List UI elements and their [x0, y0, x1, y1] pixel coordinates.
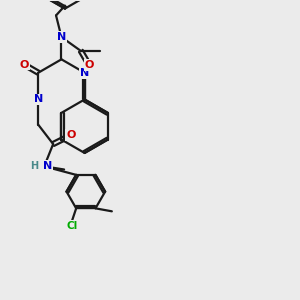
Text: O: O	[84, 60, 94, 70]
Text: N: N	[57, 32, 66, 42]
Text: Cl: Cl	[66, 221, 77, 231]
Text: N: N	[34, 94, 43, 104]
Text: H: H	[30, 161, 38, 171]
Text: N: N	[80, 68, 89, 78]
Text: N: N	[43, 161, 52, 171]
Text: O: O	[66, 130, 76, 140]
Text: O: O	[20, 59, 29, 70]
